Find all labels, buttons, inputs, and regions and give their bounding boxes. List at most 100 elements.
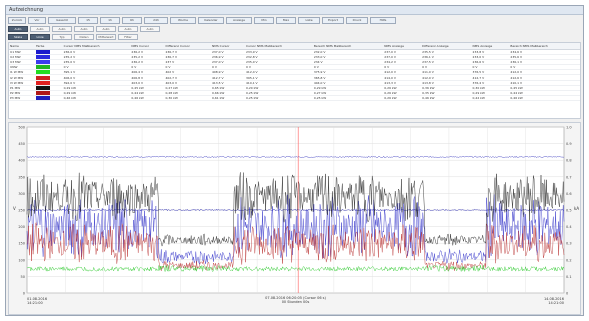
table-cell: 236,1 V xyxy=(509,59,580,66)
table-cell: 236,0 V xyxy=(62,49,131,55)
toolbar3-button-4[interactable]: Mittelwert xyxy=(96,34,116,40)
table-cell: 0,25 kW xyxy=(312,95,384,102)
toolbar-button-5[interactable]: 6h xyxy=(122,17,142,24)
toolbar-button-0[interactable]: Zurück xyxy=(8,17,26,24)
toolbar2-button-4[interactable]: Auto xyxy=(96,26,116,32)
toolbar-button-12[interactable]: Liste xyxy=(298,17,320,24)
toolbar3-button-3[interactable]: Daten xyxy=(74,34,94,40)
table-cell: 410,1 V xyxy=(245,80,313,86)
toolbar-button-15[interactable]: Hilfe xyxy=(370,17,396,24)
measurement-chart[interactable]: 0 50 100 150 200 250 300 350 400 450 500 0 0.1 0.2 0.3… xyxy=(9,123,582,316)
table-row[interactable]: I3 W MW 392,0 V 403,0 V 403,0 V 413,5 V 410,1… xyxy=(9,80,580,86)
channel-name: I1 W MW xyxy=(9,69,36,76)
table-cell: 413,8 V xyxy=(421,80,472,86)
table-cell: 406,0 V xyxy=(62,74,131,81)
toolbar-button-10[interactable]: Min xyxy=(254,17,274,24)
table-cell: 236,2 V xyxy=(130,59,165,66)
column-header[interactable]: Name xyxy=(9,43,36,50)
channel-color[interactable] xyxy=(35,74,63,81)
toolbar-button-3[interactable]: 15 xyxy=(78,17,98,24)
column-header[interactable]: NMS Cursor xyxy=(130,43,165,50)
table-cell: 0 V xyxy=(62,64,131,71)
table-cell: 376,5 V xyxy=(471,69,510,76)
channel-color[interactable] xyxy=(35,90,63,97)
table-row[interactable]: U1 MW 236,0 V 236,2 V 236,7 V 237,0 V 233,9 V… xyxy=(9,49,580,55)
column-header[interactable]: NMS Anzeige xyxy=(471,43,510,50)
channel-color[interactable] xyxy=(35,69,63,76)
toolbar3-button-1[interactable]: Linie xyxy=(30,34,50,40)
toolbar2-button-1[interactable]: Auto xyxy=(30,26,50,32)
table-row[interactable]: U2 MW 235,2 V 235,2 V 236,7 V 236,9 V 232,8 V… xyxy=(9,54,580,60)
channel-name: P1 MW xyxy=(9,85,36,92)
table-header-row: Name Farbe Cursor NMS Maßbereich NMS Cursor… xyxy=(9,43,580,50)
toolbar-button-9[interactable]: Anzeige xyxy=(226,17,252,24)
column-header[interactable]: NMS Anzeige xyxy=(383,43,422,50)
table-row[interactable]: U3 MW 235,0 V 236,2 V 237 V 237,0 V 235,0 V 23… xyxy=(9,59,580,66)
toolbar-button-8[interactable]: Kalender xyxy=(198,17,224,24)
column-header[interactable]: Cursor NMS Maßbereich xyxy=(62,43,131,50)
toolbar-button-1[interactable]: Vor xyxy=(28,17,46,24)
toolbar-button-11[interactable]: Max xyxy=(276,17,296,24)
toolbar-secondary: Auto Auto Auto Auto Auto Auto Auto xyxy=(8,26,581,33)
table-row[interactable]: P3 MW 0,46 kW 0,46 kW 0,30 kW 0,61 kW 0,25 kW… xyxy=(9,95,580,102)
table-cell: 411,0 V xyxy=(421,69,472,76)
table-cell: 236,2 V xyxy=(130,49,165,55)
column-header[interactable]: Differenz Anzeige xyxy=(421,43,472,50)
channel-color[interactable] xyxy=(35,54,63,60)
y-tick-right: 0.2 xyxy=(566,258,572,262)
channel-color[interactable] xyxy=(35,64,63,71)
table-cell: 235,0 V xyxy=(245,59,313,66)
toolbar-button-4[interactable]: 1h xyxy=(100,17,120,24)
column-header[interactable]: NMS Cursor xyxy=(210,43,246,50)
column-header[interactable]: Bereich NMS Maßbereich xyxy=(509,43,580,50)
toolbar2-button-5[interactable]: Auto xyxy=(118,26,138,32)
toolbar-button-2[interactable]: Gesamt xyxy=(48,17,76,24)
column-header[interactable]: Bereich NMS Maßbereich xyxy=(312,43,384,50)
toolbar-button-6[interactable]: 24h xyxy=(144,17,168,24)
table-cell: 232,0 V xyxy=(312,49,384,55)
series-line-5 xyxy=(26,264,565,273)
table-cell: 375,9 V xyxy=(312,69,384,76)
toolbar-tertiary: Skala Linie Typ Daten Mittelwert Filter xyxy=(8,34,148,40)
toolbar-button-14[interactable]: Druck xyxy=(346,17,368,24)
table-cell: 0,42 kW xyxy=(471,95,510,102)
table-cell: 412,0 V xyxy=(383,69,422,76)
table-row[interactable]: I2 W MW 406,0 V 406,8 V 402,7 V 412,7 V 395,1… xyxy=(9,74,580,81)
toolbar2-button-2[interactable]: Auto xyxy=(52,26,72,32)
color-swatch xyxy=(36,75,51,80)
channel-color[interactable] xyxy=(35,95,63,102)
table-cell: 395,1 V xyxy=(245,74,313,81)
y-tick-left: 100 xyxy=(18,258,25,262)
table-cell: 376,4 V xyxy=(471,80,510,86)
table-row[interactable]: P2 MW 0,29 kW 0,44 kW 0,28 kW 0,66 kW 0,25 kW… xyxy=(9,90,580,97)
channel-color[interactable] xyxy=(35,49,63,55)
table-cell: 412,6 V xyxy=(509,74,580,81)
toolbar2-button-6[interactable]: Auto xyxy=(140,26,160,32)
column-header[interactable]: Cursor NMS Maßbereich xyxy=(245,43,313,50)
toolbar2-button-3[interactable]: Auto xyxy=(74,26,94,32)
table-cell: 402,7 V xyxy=(164,74,211,81)
x-end-time: 14:21:00 xyxy=(548,301,564,305)
table-cell: 0,66 kW xyxy=(210,90,246,97)
x-start-label: 01.08.2016 xyxy=(27,297,47,301)
toolbar-button-7[interactable]: Woche xyxy=(170,17,196,24)
channel-color[interactable] xyxy=(35,59,63,66)
column-header[interactable]: Differenz Cursor xyxy=(164,43,211,50)
table-cell: 403,0 V xyxy=(164,80,211,86)
table-cell: 402 V xyxy=(164,69,211,76)
table-row[interactable]: I1 W MW 395,1 V 406,4 V 402 V 408,9 V 412,4 V… xyxy=(9,69,580,76)
column-header[interactable]: Farbe xyxy=(35,43,63,50)
color-swatch xyxy=(36,49,51,54)
chart-panel[interactable]: 0 50 100 150 200 250 300 350 400 450 500 0 0.1 0.2 0.3… xyxy=(8,122,581,315)
toolbar3-button-0[interactable]: Skala xyxy=(8,34,28,40)
table-cell: 413,3 V xyxy=(383,80,422,86)
channel-color[interactable] xyxy=(35,85,63,92)
channel-color[interactable] xyxy=(35,80,63,86)
toolbar2-button-0[interactable]: Auto xyxy=(8,26,28,32)
toolbar3-button-2[interactable]: Typ xyxy=(52,34,72,40)
toolbar3-button-5[interactable]: Filter xyxy=(118,34,138,40)
table-row[interactable]: P1 MW 0,29 kW 0,45 kW 0,27 kW 0,65 kW 0,20 kW… xyxy=(9,85,580,92)
toolbar-button-13[interactable]: Export xyxy=(322,17,344,24)
table-cell: 0,26 kW xyxy=(383,95,422,102)
